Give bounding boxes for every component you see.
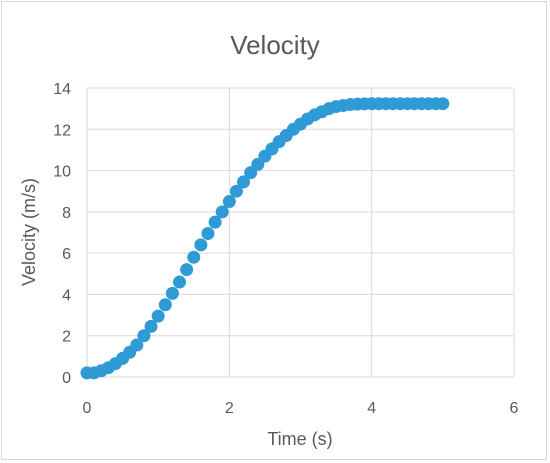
x-tick-label: 0 <box>83 400 92 417</box>
data-point <box>229 184 243 198</box>
x-tick-label: 2 <box>225 400 234 417</box>
y-tick-label: 6 <box>62 246 71 263</box>
chart-title: Velocity <box>230 30 320 60</box>
y-tick-label: 4 <box>62 287 71 304</box>
data-point <box>180 263 194 277</box>
gridlines <box>86 87 515 378</box>
data-series <box>80 97 450 380</box>
data-point <box>137 329 151 343</box>
x-tick-label: 4 <box>367 400 376 417</box>
x-tick-label: 6 <box>510 400 519 417</box>
data-point <box>187 250 201 264</box>
data-point <box>144 319 158 333</box>
y-tick-label: 2 <box>62 329 71 346</box>
data-point <box>208 215 222 229</box>
x-axis-label: Time (s) <box>267 429 332 449</box>
y-tick-label: 14 <box>53 81 71 98</box>
y-tick-label: 0 <box>62 370 71 387</box>
tick-labels: 0 2 4 6 8 10 12 14 0 2 4 6 <box>53 81 518 417</box>
data-point <box>151 309 165 323</box>
data-point <box>237 175 251 189</box>
y-tick-label: 12 <box>53 122 71 139</box>
data-point <box>215 205 229 219</box>
y-axis-label: Velocity (m/s) <box>19 178 39 286</box>
data-point <box>194 238 208 252</box>
data-point <box>130 338 144 352</box>
data-point <box>201 227 215 241</box>
data-point <box>165 286 179 300</box>
data-point <box>222 195 236 209</box>
data-point <box>158 298 172 312</box>
y-tick-label: 10 <box>53 164 71 181</box>
data-point <box>173 275 187 289</box>
data-point <box>436 97 450 111</box>
y-tick-label: 8 <box>62 205 71 222</box>
